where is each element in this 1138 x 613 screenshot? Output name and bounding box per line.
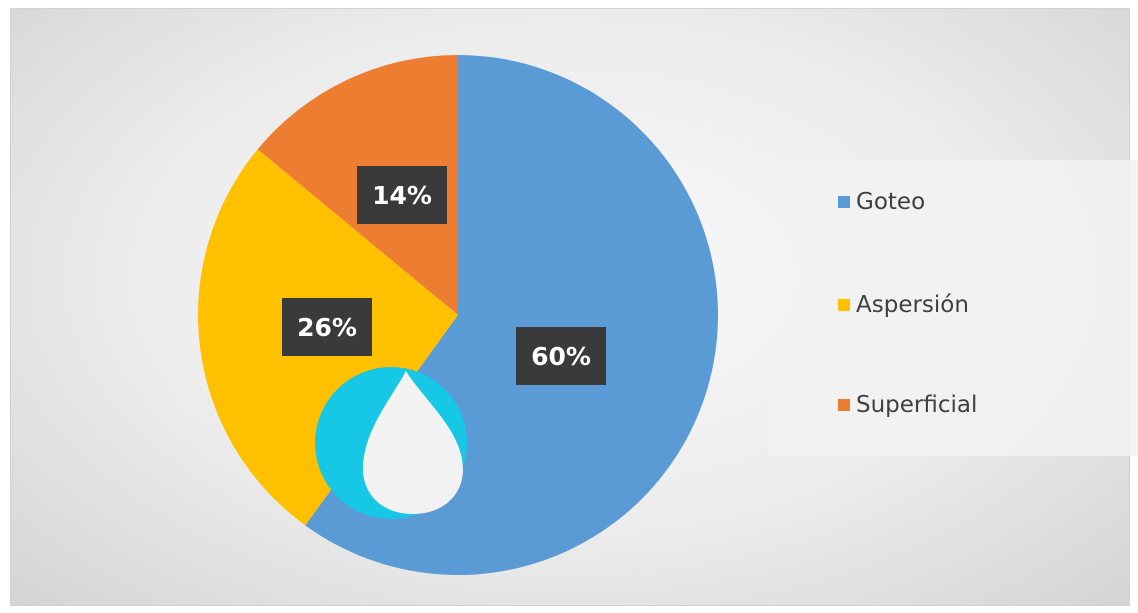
- data-label-bg: [357, 166, 447, 224]
- legend-label-goteo: Goteo: [856, 189, 926, 215]
- pie-chart: 60% 26% 14%: [198, 55, 719, 575]
- data-labels: 60% 26% 14%: [282, 166, 606, 385]
- data-label-text: 14%: [372, 181, 432, 210]
- data-label-text: 26%: [297, 313, 357, 342]
- pie-slices: [198, 55, 719, 575]
- legend-swatch-aspersion: [838, 299, 850, 311]
- data-label-aspersion: 26%: [282, 298, 372, 356]
- data-label-superficial: 14%: [357, 166, 447, 224]
- data-label-bg: [282, 298, 372, 356]
- legend-swatch-superficial: [838, 399, 850, 411]
- legend-item-superficial: Superficial: [838, 390, 977, 420]
- legend: Goteo Aspersión Superficial: [768, 160, 1138, 456]
- legend-label-superficial: Superficial: [856, 392, 978, 418]
- data-label-bg: [516, 327, 606, 385]
- data-label-text: 60%: [531, 342, 591, 371]
- legend-label-aspersion: Aspersión: [856, 292, 969, 318]
- legend-item-aspersion: Aspersión: [838, 290, 969, 320]
- data-label-goteo: 60%: [516, 327, 606, 385]
- legend-swatch-goteo: [838, 196, 850, 208]
- legend-item-goteo: Goteo: [838, 187, 925, 217]
- water-drop-icon: [315, 367, 467, 519]
- chart-area: 60% 26% 14% Goteo Aspersión Superficial: [10, 8, 1138, 606]
